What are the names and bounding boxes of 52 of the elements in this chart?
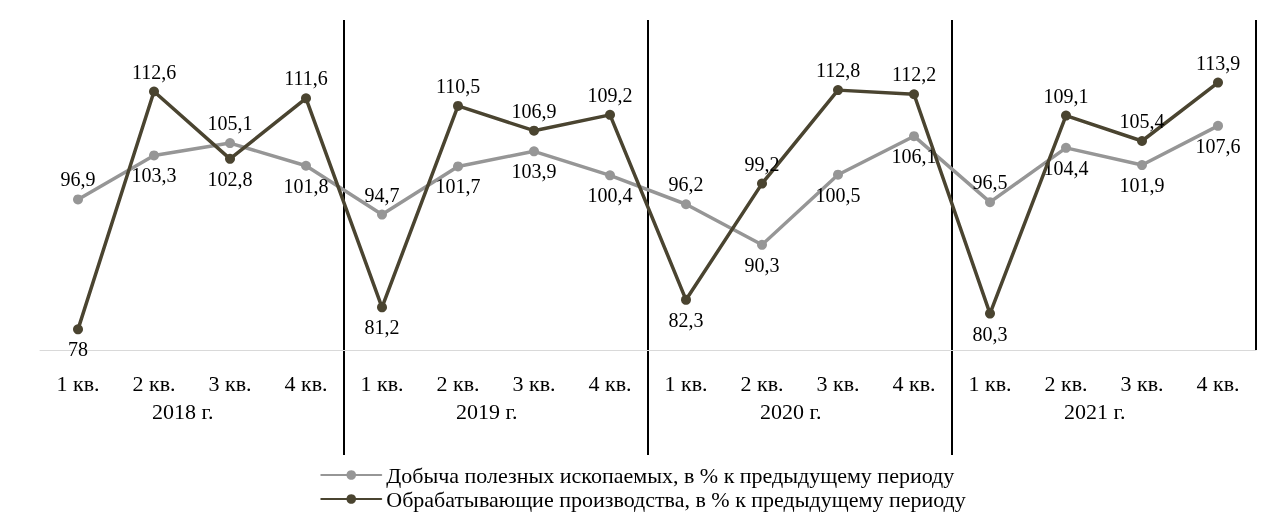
legend-label: Добыча полезных ископаемых, в % к предыдущему периоду	[386, 462, 955, 488]
data-label: 96,9	[60, 168, 96, 191]
data-label: 113,9	[1195, 51, 1241, 74]
x-tick-label: 1 кв.	[360, 370, 404, 396]
data-label: 105,1	[207, 112, 253, 135]
x-tick-label: 4 кв.	[1196, 370, 1240, 396]
data-label: 110,5	[435, 74, 481, 97]
data-label: 112,2	[891, 63, 937, 86]
data-label: 101,9	[1119, 174, 1165, 197]
x-tick-label: 4 кв.	[892, 370, 936, 396]
x-tick-label: 2 кв.	[740, 370, 784, 396]
x-tick-label: 3 кв.	[512, 370, 556, 396]
data-label: 112,8	[815, 59, 861, 82]
data-label: 96,2	[668, 173, 704, 196]
x-tick-label: 3 кв.	[1120, 370, 1164, 396]
text: 2019 г.	[456, 398, 518, 424]
x-tick-label: 3 кв.	[208, 370, 252, 396]
data-label: 112,6	[131, 60, 177, 83]
data-label: 109,2	[587, 83, 633, 106]
data-label: 78	[68, 338, 88, 361]
x-tick-label: 1 кв.	[56, 370, 100, 396]
text: 2020 г.	[760, 398, 822, 424]
data-label: 109,1	[1043, 84, 1089, 107]
data-label: 81,2	[364, 316, 400, 339]
data-label: 80,3	[972, 322, 1008, 345]
data-label: 103,3	[131, 164, 177, 187]
data-label: 107,6	[1195, 134, 1241, 157]
x-tick-label: 4 кв.	[284, 370, 328, 396]
x-tick-label: 2 кв.	[132, 370, 176, 396]
text: 2018 г.	[152, 398, 214, 424]
x-tick-label: 1 кв.	[968, 370, 1012, 396]
data-label: 82,3	[668, 308, 704, 331]
data-label: 102,8	[207, 167, 253, 190]
data-label: 105,4	[1119, 110, 1165, 132]
data-label: 101,8	[283, 174, 329, 197]
x-tick-label: 3 кв.	[816, 370, 860, 396]
data-label: 100,4	[587, 184, 633, 207]
data-label: 106,1	[891, 145, 937, 168]
data-label: 106,9	[511, 99, 557, 122]
data-label: 96,5	[972, 171, 1008, 194]
data-label: 100,5	[815, 183, 861, 206]
text: 2021 г.	[1064, 398, 1126, 424]
x-tick-label: 4 кв.	[588, 370, 632, 396]
data-label: 103,9	[511, 160, 557, 183]
data-label: 90,3	[744, 253, 780, 276]
x-tick-label: 2 кв.	[1044, 370, 1088, 396]
x-tick-label: 2 кв.	[436, 370, 480, 396]
x-tick-label: 1 кв.	[664, 370, 708, 396]
data-label: 99,2	[744, 152, 780, 175]
data-label: 94,7	[364, 183, 400, 206]
data-label: 101,7	[435, 175, 481, 198]
data-label: 111,6	[284, 67, 328, 90]
